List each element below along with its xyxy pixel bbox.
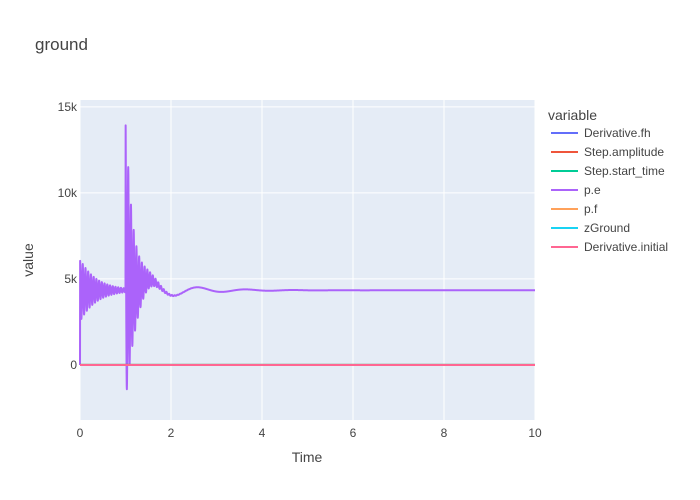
legend-label: p.f: [584, 202, 598, 216]
y-tick-label: 15k: [58, 100, 78, 114]
chart-title: ground: [35, 35, 88, 54]
x-axis-title: Time: [292, 449, 323, 465]
x-tick-label: 4: [259, 426, 266, 440]
series-lines: [79, 124, 536, 391]
legend-label: p.e: [584, 183, 601, 197]
legend-item-step-start-time[interactable]: Step.start_time: [551, 164, 665, 178]
legend: variable Derivative.fh Step.amplitude Step…: [548, 107, 668, 254]
legend-item-step-amplitude[interactable]: Step.amplitude: [551, 145, 664, 159]
x-tick-label: 6: [350, 426, 357, 440]
legend-item-p-e[interactable]: p.e: [551, 183, 601, 197]
x-tick-label: 8: [441, 426, 448, 440]
plot-area[interactable]: [80, 100, 535, 420]
legend-item-derivative-fh[interactable]: Derivative.fh: [551, 126, 651, 140]
y-tick-label: 10k: [58, 186, 78, 200]
y-axis-title: value: [20, 243, 36, 277]
x-tick-label: 2: [168, 426, 175, 440]
tick-labels: 0 2 4 6 8 10 0 5k 10k 15k: [58, 100, 542, 440]
x-tick-label: 0: [77, 426, 84, 440]
y-tick-label: 0: [70, 358, 77, 372]
legend-item-p-f[interactable]: p.f: [551, 202, 598, 216]
legend-label: Step.amplitude: [584, 145, 664, 159]
legend-label: Step.start_time: [584, 164, 665, 178]
legend-title: variable: [548, 107, 597, 123]
series-line-p-e: [79, 124, 536, 391]
legend-label: Derivative.fh: [584, 126, 651, 140]
legend-label: Derivative.initial: [584, 240, 668, 254]
legend-item-zground[interactable]: zGround: [551, 221, 630, 235]
y-tick-label: 5k: [64, 272, 78, 286]
x-tick-label: 10: [528, 426, 542, 440]
legend-items: Derivative.fh Step.amplitude Step.start_ti…: [551, 126, 668, 254]
legend-label: zGround: [584, 221, 630, 235]
legend-item-derivative-initial[interactable]: Derivative.initial: [551, 240, 668, 254]
